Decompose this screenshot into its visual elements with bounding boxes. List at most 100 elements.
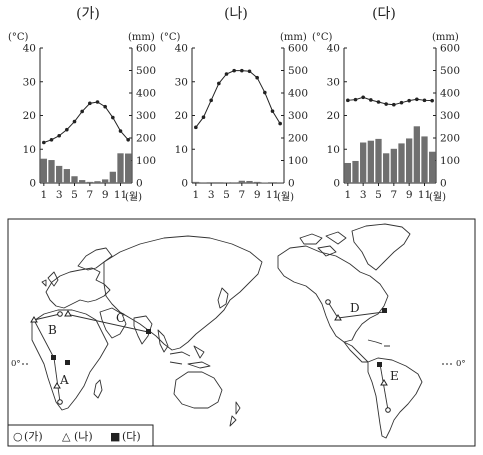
month-unit: (월) xyxy=(429,191,446,203)
temp-point xyxy=(278,121,282,126)
month-tick-label: 7 xyxy=(390,189,397,201)
precip-tick-label: 0 xyxy=(288,178,295,190)
temp-point xyxy=(80,109,84,114)
central-america-outline xyxy=(343,341,369,363)
temp-point xyxy=(126,138,130,142)
marker-circle xyxy=(57,311,63,317)
transect-a xyxy=(53,357,61,403)
precip-tick-label: 600 xyxy=(440,43,460,55)
southeast-asia-outline xyxy=(157,329,205,359)
markers-na xyxy=(30,310,388,389)
temp-point xyxy=(247,69,252,74)
temp-point xyxy=(88,101,92,106)
temp-point xyxy=(270,109,275,113)
greenland-outline xyxy=(351,223,411,271)
precip-bar xyxy=(413,126,420,183)
asia-outline xyxy=(103,235,263,351)
precip-bar xyxy=(56,165,63,183)
temp-unit: (°C) xyxy=(312,32,333,43)
marker-triangle xyxy=(30,316,38,323)
temp-tick-label: 0 xyxy=(29,178,36,190)
temp-line xyxy=(43,101,129,143)
chart-title: (다) xyxy=(372,6,396,22)
precip-tick-label: 600 xyxy=(136,43,156,55)
japan-outline xyxy=(217,287,229,309)
month-tick-label: 3 xyxy=(56,189,63,201)
new-zealand-outline xyxy=(229,401,241,427)
legend-box xyxy=(7,424,154,447)
temp-point xyxy=(392,102,396,107)
europe-outline xyxy=(45,267,111,309)
north-america-outline xyxy=(277,245,389,343)
temp-point xyxy=(95,100,100,104)
precip-bar xyxy=(117,153,124,183)
temp-tick-label: 0 xyxy=(333,178,340,190)
region-label-b: B xyxy=(48,323,57,337)
marker-square xyxy=(377,362,382,367)
marker-triangle xyxy=(380,379,388,386)
temp-tick-label: 30 xyxy=(23,76,36,88)
climate-chart-da: (다) (°C) (mm) (월) 0102030400100200300400… xyxy=(312,6,460,203)
temp-point xyxy=(361,95,365,100)
temp-point xyxy=(430,98,434,103)
temp-point xyxy=(346,98,350,103)
month-tick-label: 1 xyxy=(40,189,47,201)
precip-tick-label: 300 xyxy=(136,110,156,122)
temp-point xyxy=(384,102,388,106)
precip-tick-label: 500 xyxy=(440,65,460,77)
precip-tick-label: 500 xyxy=(136,65,156,77)
temp-point xyxy=(399,100,404,105)
month-tick-label: 1 xyxy=(344,189,351,201)
precip-bar xyxy=(344,162,351,183)
month-tick-label: 5 xyxy=(375,189,382,201)
legend-label-da: (다) xyxy=(122,430,141,443)
precip-tick-label: 100 xyxy=(288,155,308,167)
legend-symbol-na: △ xyxy=(62,430,71,443)
precip-unit: (mm) xyxy=(432,32,459,43)
region-label-d: D xyxy=(350,301,360,315)
south-america-outline xyxy=(367,357,423,439)
temp-point xyxy=(217,81,221,86)
precip-tick-label: 200 xyxy=(288,133,308,145)
transect-b xyxy=(33,313,61,359)
temp-tick-label: 30 xyxy=(175,76,188,88)
chart-title: (나) xyxy=(224,6,248,22)
precip-bar xyxy=(375,138,382,183)
map-legend: ○ (가) △ (나) ■ (다) xyxy=(7,424,154,447)
precip-bar xyxy=(398,143,405,183)
temp-tick-label: 0 xyxy=(181,178,188,190)
arctic-islands-outline xyxy=(299,231,347,257)
caribbean-outline xyxy=(367,339,390,347)
month-tick-label: 3 xyxy=(360,189,367,201)
temp-point xyxy=(209,98,213,103)
temp-tick-label: 10 xyxy=(23,144,36,156)
temp-point xyxy=(118,129,123,133)
arabia-outline xyxy=(99,307,127,339)
map-frame xyxy=(7,218,476,447)
precip-bar xyxy=(71,176,78,183)
precip-bar xyxy=(86,181,93,183)
marker-square xyxy=(382,308,387,313)
month-tick-label: 5 xyxy=(223,189,230,201)
precip-bar xyxy=(352,160,359,183)
australia-outline xyxy=(173,371,223,409)
marker-circle xyxy=(57,399,63,405)
precip-bar xyxy=(246,180,253,183)
month-tick-label: 11 xyxy=(418,189,431,201)
precip-bar xyxy=(109,171,116,183)
transect-c xyxy=(65,313,149,333)
temp-point xyxy=(49,138,54,142)
precip-tick-label: 200 xyxy=(440,133,460,145)
temp-point xyxy=(415,97,419,102)
transect-e xyxy=(379,363,389,411)
marker-triangle xyxy=(53,382,61,389)
precip-tick-label: 600 xyxy=(288,43,308,55)
climate-chart-ga: (가) (°C) (mm) (월) 0102030400100200300400… xyxy=(8,6,156,203)
temp-tick-label: 10 xyxy=(327,144,340,156)
temp-line xyxy=(347,96,433,106)
temp-tick-label: 40 xyxy=(327,43,340,55)
precip-tick-label: 400 xyxy=(440,88,460,100)
precip-bar xyxy=(102,179,109,183)
madagascar-outline xyxy=(93,379,103,399)
